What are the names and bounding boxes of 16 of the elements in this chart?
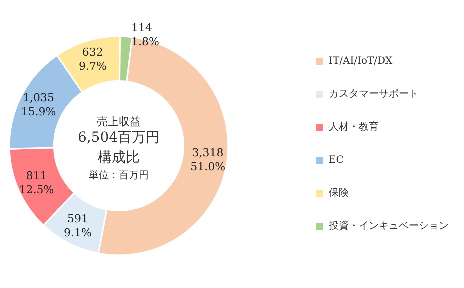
legend-label: EC [329, 155, 344, 166]
data-label: 1,035 15.9% [21, 92, 56, 119]
data-label: 114 1.8% [131, 21, 160, 48]
legend-label: 人材・教育 [329, 121, 379, 133]
legend-label: IT/AI/IoT/DX [329, 56, 394, 67]
text: 売上収益 [97, 116, 141, 128]
data-label: 632 9.7% [78, 46, 107, 74]
data-label: 3,318 51.0% [190, 146, 226, 174]
data-label: 811 12.5% [19, 169, 54, 196]
text: 単位：百万円 [89, 170, 149, 182]
text: 構成比 [98, 150, 140, 166]
legend-label: 投資・インキュベーション [328, 220, 449, 232]
legend-label: カスタマーサポート [329, 89, 419, 100]
text: 6,504百万円 [78, 130, 160, 146]
legend-label: 保険 [329, 188, 349, 199]
data-label: 591 9.1% [64, 212, 92, 240]
